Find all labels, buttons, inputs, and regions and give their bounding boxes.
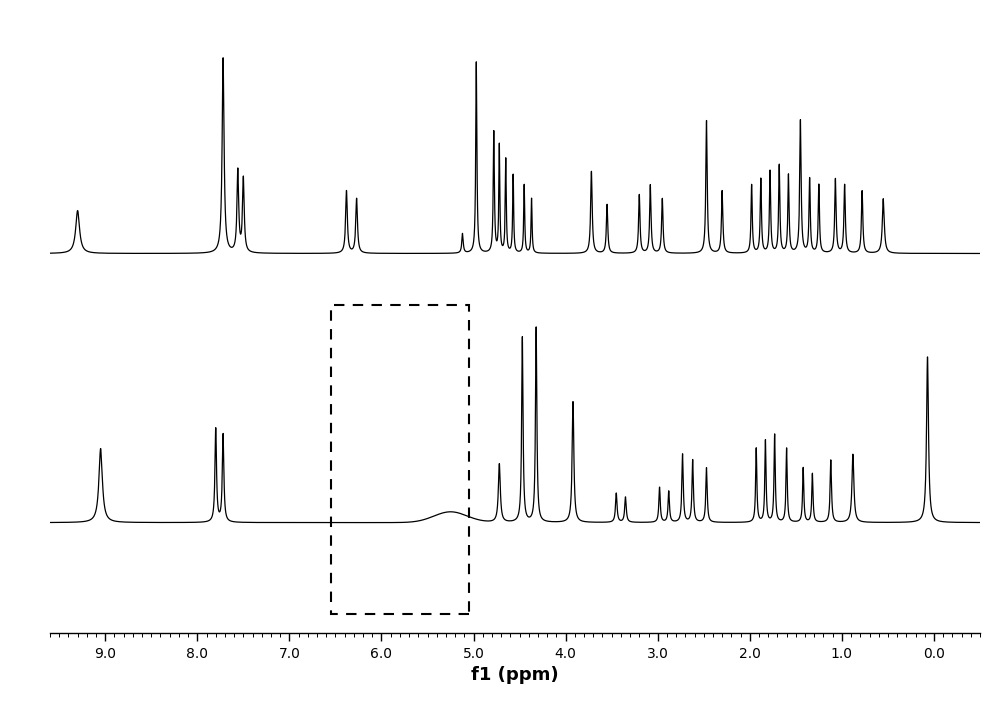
X-axis label: f1 (ppm): f1 (ppm)	[471, 666, 559, 684]
Bar	[331, 306, 469, 614]
